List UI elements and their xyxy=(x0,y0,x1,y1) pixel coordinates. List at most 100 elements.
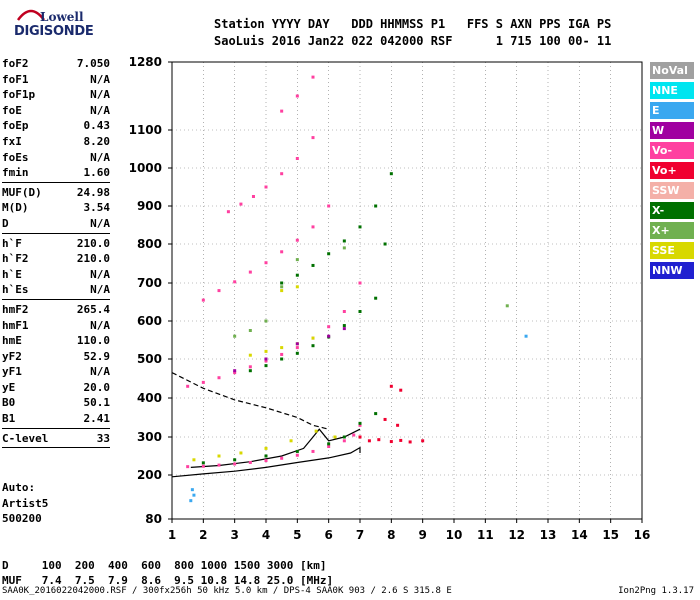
echo-point xyxy=(358,225,362,229)
legend-item: NoVal xyxy=(650,62,694,79)
param-value: 52.9 xyxy=(83,349,111,363)
auto-artist: Artist5 xyxy=(2,496,49,510)
echo-point xyxy=(295,342,299,346)
echo-point xyxy=(251,195,255,198)
echo-point xyxy=(186,465,190,469)
param-row: D N/A xyxy=(2,216,110,232)
y-tick-label: 1100 xyxy=(129,123,162,137)
echo-point xyxy=(311,136,315,140)
y-tick-label: 700 xyxy=(137,276,162,290)
param-label: hmF1 xyxy=(2,318,29,332)
x-tick-label: 13 xyxy=(540,528,557,542)
param-value: 8.20 xyxy=(83,134,111,148)
echo-point xyxy=(295,449,299,453)
x-tick-label: 14 xyxy=(571,528,588,542)
echo-point xyxy=(217,454,221,458)
param-label: h`Es xyxy=(2,283,29,297)
echo-point xyxy=(189,499,193,503)
echo-point xyxy=(295,285,299,289)
distance-row: D 100 200 400 600 800 1000 1500 3000 [km… xyxy=(2,559,327,572)
param-row: h`F2 210.0 xyxy=(2,251,110,267)
param-row: C-level 33 xyxy=(2,431,110,447)
param-value: N/A xyxy=(90,150,110,164)
echo-point xyxy=(399,388,403,392)
param-value: 210.0 xyxy=(76,252,110,266)
param-value: 210.0 xyxy=(76,236,110,250)
legend-item: Vo+ xyxy=(650,162,694,179)
x-tick-label: 2 xyxy=(199,528,207,542)
echo-point xyxy=(327,252,331,256)
param-value: N/A xyxy=(90,72,110,86)
echo-point xyxy=(352,433,356,437)
curve-virtual xyxy=(190,428,361,468)
echo-point xyxy=(342,239,346,243)
legend-item: E xyxy=(650,102,694,119)
echo-point xyxy=(524,334,528,338)
y-tick-label: 300 xyxy=(137,430,162,444)
param-divider xyxy=(2,298,110,300)
param-divider xyxy=(2,181,110,183)
param-row: h`Es N/A xyxy=(2,282,110,298)
autoscaling-info: Auto: Artist5 500200 xyxy=(2,480,48,527)
echo-point xyxy=(358,435,362,439)
echo-point xyxy=(264,446,268,450)
param-value: 33 xyxy=(96,431,110,445)
header-line2: SaoLuis 2016 Jan22 022 042000 RSF 1 715 … xyxy=(214,34,612,48)
echo-point xyxy=(264,357,268,361)
curve-profile xyxy=(171,446,361,478)
param-label: MUF(D) xyxy=(2,185,42,199)
echo-point xyxy=(264,349,268,353)
echo-point xyxy=(374,296,378,300)
chart-legend: NoVal NNE E W Vo- Vo+ SSW X- X+ SSE NNW xyxy=(650,62,694,282)
muf-row: MUF 7.4 7.5 7.9 8.6 9.5 10.8 14.8 25.0 [… xyxy=(2,574,334,587)
echo-point xyxy=(358,423,362,427)
param-row: yF1 N/A xyxy=(2,364,110,380)
legend-item: Vo- xyxy=(650,142,694,159)
x-tick-label: 15 xyxy=(602,528,619,542)
echo-point xyxy=(295,258,299,262)
echo-point xyxy=(248,329,252,332)
echo-point xyxy=(192,493,196,497)
param-label: B0 xyxy=(2,396,16,410)
param-label: foEs xyxy=(2,150,29,164)
param-row: foF2 7.050 xyxy=(2,56,110,72)
param-label: foE xyxy=(2,103,22,117)
echo-point xyxy=(264,359,268,363)
param-row: h`E N/A xyxy=(2,267,110,283)
param-label: yE xyxy=(2,380,16,394)
echo-point xyxy=(311,225,315,229)
echo-point xyxy=(248,270,252,274)
echo-point xyxy=(280,109,284,113)
param-row: foE N/A xyxy=(2,103,110,119)
echo-point xyxy=(201,464,205,468)
echo-point xyxy=(342,246,346,250)
param-value: N/A xyxy=(90,103,110,117)
muf-table: D 100 200 400 600 800 1000 1500 3000 [km… xyxy=(2,558,333,588)
param-label: M(D) xyxy=(2,201,29,215)
param-label: h`F2 xyxy=(2,252,29,266)
echo-point xyxy=(374,412,378,416)
echo-point xyxy=(233,458,237,462)
param-row: hmE 110.0 xyxy=(2,333,110,349)
echo-point xyxy=(248,369,252,373)
echo-point xyxy=(248,365,252,369)
echo-point xyxy=(264,364,268,368)
echo-point xyxy=(264,185,268,189)
x-tick-label: 12 xyxy=(508,528,525,542)
x-tick-label: 11 xyxy=(477,528,494,542)
param-row: MUF(D) 24.98 xyxy=(2,185,110,201)
param-row: B0 50.1 xyxy=(2,395,110,411)
echo-point xyxy=(389,384,393,388)
echo-point xyxy=(201,298,205,302)
param-row: foF1 N/A xyxy=(2,72,110,88)
echo-point xyxy=(280,352,284,356)
param-value: 24.98 xyxy=(76,185,110,199)
x-tick-label: 16 xyxy=(634,528,651,542)
legend-item: SSE xyxy=(650,242,694,259)
y-tick-label: 900 xyxy=(137,199,162,213)
station-header: Station YYYY DAY DDD HHMMSS P1 FFS S AXN… xyxy=(214,16,611,50)
param-divider xyxy=(2,427,110,429)
echo-point xyxy=(295,273,299,277)
echo-point xyxy=(264,261,268,265)
